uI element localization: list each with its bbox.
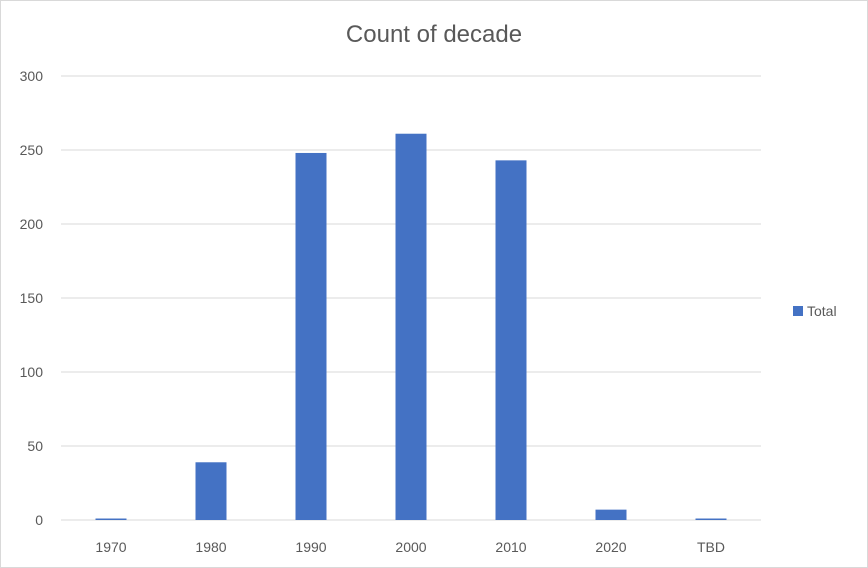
y-tick-label: 250 — [20, 142, 44, 158]
x-tick-label: 2010 — [495, 539, 526, 555]
y-tick-label: 50 — [27, 438, 43, 454]
bars — [95, 133, 727, 521]
x-tick-label: 2020 — [595, 539, 626, 555]
x-axis-ticks: 1970 1980 1990 2000 2010 2020 TBD — [95, 539, 725, 555]
y-tick-label: 150 — [20, 290, 44, 306]
bar-1980 — [195, 462, 227, 520]
y-tick-label: 200 — [20, 216, 44, 232]
x-tick-label: 2000 — [395, 539, 426, 555]
legend-swatch-total — [793, 306, 803, 316]
legend-label-total: Total — [807, 303, 837, 319]
x-tick-label: 1980 — [195, 539, 226, 555]
x-tick-label: 1970 — [95, 539, 126, 555]
x-tick-label: TBD — [697, 539, 725, 555]
bar-tbd — [695, 518, 727, 520]
legend: Total — [793, 303, 837, 319]
bar-1970 — [95, 518, 127, 520]
bar-1990 — [295, 152, 327, 520]
bar-2020 — [595, 509, 627, 520]
chart-title: Count of decade — [346, 21, 522, 48]
bar-2010 — [495, 160, 527, 521]
y-axis-ticks: 0 50 100 150 200 250 300 — [20, 68, 44, 528]
y-tick-label: 300 — [20, 68, 44, 84]
x-tick-label: 1990 — [295, 539, 326, 555]
y-tick-label: 0 — [35, 512, 43, 528]
bar-2000 — [395, 133, 427, 520]
y-tick-label: 100 — [20, 364, 44, 380]
